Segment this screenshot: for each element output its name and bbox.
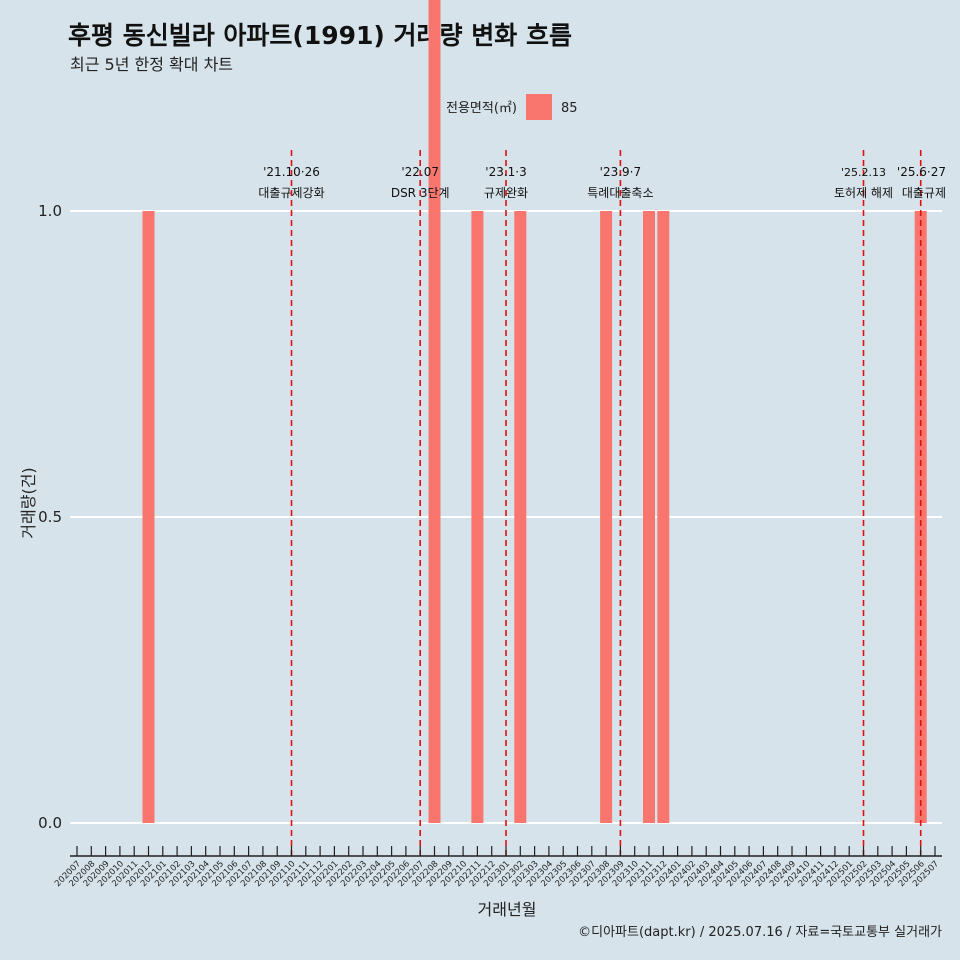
chart-subtitle: 최근 5년 한정 확대 차트 — [70, 55, 233, 74]
annotation-text: DSR 3단계 — [391, 186, 450, 200]
x-tick-labels: 2020072020082020092020102020112020122021… — [53, 859, 941, 889]
x-axis — [70, 846, 942, 857]
caption: ©디아파트(dapt.kr) / 2025.07.16 / 자료=국토교통부 실… — [578, 925, 942, 940]
annotation-text: 특례대출축소 — [587, 186, 653, 200]
chart-title: 후평 동신빌라 아파트(1991) 거래량 변화 흐름 — [68, 21, 572, 50]
y-tick-labels: 0.00.51.01.52.0 — [38, 202, 62, 832]
bar-202311 — [643, 211, 655, 823]
bar-202506 — [914, 211, 927, 823]
annotation-date: '21.10·26 — [263, 165, 320, 179]
legend: 전용면적(㎡) 85 — [446, 94, 578, 120]
event-annotations: '21.10·26 대출규제강화 '22.07 DSR 3단계 '23.1·3 규제완화 '… — [258, 165, 946, 200]
annotation-date: '22.07 — [401, 165, 439, 179]
bar-202312 — [657, 211, 670, 823]
bar-202308 — [600, 211, 613, 823]
bars — [142, 0, 927, 823]
annotation-text: 대출규제강화 — [258, 186, 324, 200]
event-lines — [290, 150, 922, 856]
annotation-date: '23.1·3 — [485, 165, 526, 179]
annotation-text: 규제완화 — [484, 186, 528, 200]
annotation-date: '25.6·27 — [897, 165, 946, 179]
y-tick-label: 1.0 — [38, 202, 62, 220]
annotation-date: '25.2.13 — [841, 166, 886, 179]
legend-swatch-85 — [526, 94, 552, 120]
legend-label-85: 85 — [561, 101, 578, 116]
annotation-date: '23.9·7 — [600, 165, 641, 179]
bar-202208 — [428, 0, 441, 823]
bar-202302 — [514, 211, 527, 823]
annotation-text: 토허제 해제 — [834, 186, 893, 200]
bar-202012 — [142, 211, 155, 823]
y-tick-label: 0.5 — [38, 508, 62, 526]
legend-title: 전용면적(㎡) — [446, 101, 517, 116]
x-axis-title: 거래년월 — [478, 900, 537, 919]
y-axis-title: 거래량(건) — [19, 467, 38, 538]
annotation-text: 대출규제 — [902, 186, 946, 200]
y-tick-label: 0.0 — [38, 814, 62, 832]
bar-202211 — [471, 211, 484, 823]
